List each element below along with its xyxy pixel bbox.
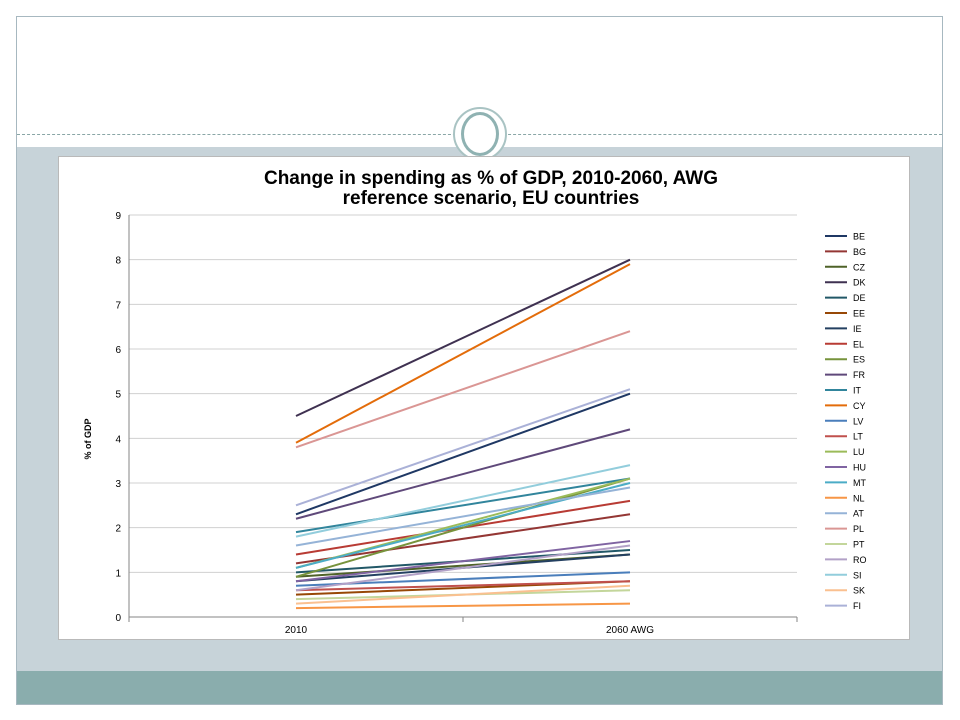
axes: 0 1 2 3 4 5 6 7 8 9 2010 2060 AWG [115, 211, 798, 636]
series-line-es [295, 477, 631, 578]
legend-label: DK [853, 278, 866, 288]
y-tick-label: 2 [115, 524, 121, 535]
legend-label: EL [853, 339, 864, 349]
series-lines [295, 258, 631, 610]
y-tick-label: 1 [115, 568, 121, 579]
chart-panel: Change in spending as % of GDP, 2010-206… [58, 156, 910, 640]
legend-label: ES [853, 355, 865, 365]
legend-label: NL [853, 493, 865, 503]
series-line-fr [295, 428, 631, 520]
divider-ornament-ring [461, 112, 499, 156]
legend-label: PT [853, 540, 865, 550]
legend-label: IT [853, 386, 862, 396]
y-tick-label: 4 [115, 434, 121, 445]
legend-label: HU [853, 463, 866, 473]
chart-title-line1: Change in spending as % of GDP, 2010-206… [264, 168, 718, 189]
legend-label: FI [853, 601, 861, 611]
legend-label: CY [853, 401, 866, 411]
legend-label: CZ [853, 262, 865, 272]
y-axis-label: % of GDP [83, 418, 93, 459]
legend-label: RO [853, 555, 867, 565]
series-line-pl [295, 330, 631, 449]
line-chart: Change in spending as % of GDP, 2010-206… [83, 168, 867, 636]
legend-label: FR [853, 370, 865, 380]
y-tick-label: 5 [115, 390, 121, 401]
chart-title-line2: reference scenario, EU countries [343, 188, 640, 209]
series-line-lt [295, 580, 631, 592]
series-line-it [295, 477, 631, 534]
series-line-at [295, 486, 631, 547]
y-tick-label: 9 [115, 211, 121, 222]
series-line-ro [295, 544, 631, 592]
series-line-nl [295, 602, 631, 610]
series-line-fi [295, 388, 631, 507]
series-line-bg [295, 513, 631, 565]
legend-label: IE [853, 324, 862, 334]
y-tick-label: 3 [115, 479, 121, 490]
legend-label: BE [853, 232, 865, 242]
legend-label: MT [853, 478, 866, 488]
legend-label: EE [853, 309, 865, 319]
legend-label: SI [853, 570, 862, 580]
y-tick-label: 0 [115, 613, 121, 624]
series-line-si [295, 464, 631, 538]
series-line-cy [295, 263, 631, 444]
legend-label: AT [853, 509, 864, 519]
legend-label: PL [853, 524, 864, 534]
y-tick-label: 7 [115, 300, 121, 311]
legend: BE BG CZ DK DE EE IE EL ES FR IT CY LV LT LU HU MT NL AT PL… [825, 232, 867, 611]
series-line-hu [295, 540, 631, 583]
y-tick-label: 6 [115, 345, 121, 356]
x-tick-label: 2060 AWG [606, 625, 654, 636]
series-line-be [295, 392, 631, 516]
legend-label: LV [853, 416, 863, 426]
legend-label: BG [853, 247, 866, 257]
legend-label: SK [853, 586, 865, 596]
series-line-dk [295, 258, 631, 417]
footer-band [17, 671, 942, 704]
legend-label: LU [853, 447, 865, 457]
gridlines [129, 214, 797, 573]
legend-label: LT [853, 432, 863, 442]
series-line-sk [295, 584, 631, 605]
x-tick-label: 2010 [285, 625, 308, 636]
legend-label: DE [853, 293, 866, 303]
y-tick-label: 8 [115, 256, 121, 267]
